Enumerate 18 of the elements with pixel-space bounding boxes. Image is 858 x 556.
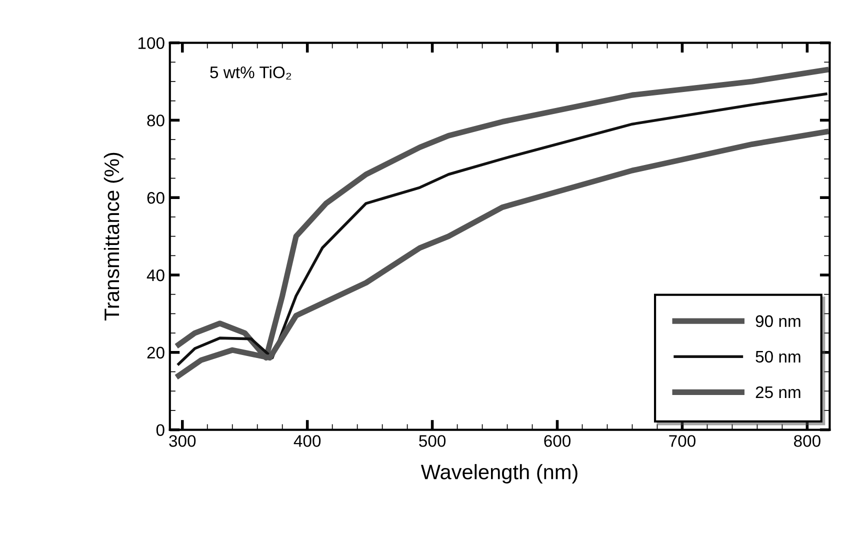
- y-tick-label: 60: [147, 192, 164, 204]
- annotation: 5 wt% TiO₂: [210, 66, 292, 80]
- y-tick-label: 80: [147, 114, 164, 126]
- x-tick-label: 800: [794, 435, 820, 447]
- y-tick-label: 0: [156, 424, 164, 436]
- y-axis-title: Transmittance (%): [104, 152, 124, 321]
- x-tick-label: 600: [544, 435, 571, 447]
- x-tick-label: 400: [294, 435, 321, 447]
- x-tick-label: 700: [669, 435, 696, 447]
- legend-label: 90 nm: [756, 315, 800, 328]
- x-tick-label: 300: [169, 435, 196, 447]
- x-axis-title: Wavelength (nm): [420, 464, 578, 484]
- y-tick-label: 40: [146, 269, 164, 282]
- y-tick-label: 20: [147, 346, 164, 359]
- x-tick-label: 500: [419, 435, 446, 447]
- legend-label: 25 nm: [756, 386, 800, 398]
- y-tick-label: 100: [138, 37, 164, 50]
- legend-label: 50 nm: [756, 350, 800, 363]
